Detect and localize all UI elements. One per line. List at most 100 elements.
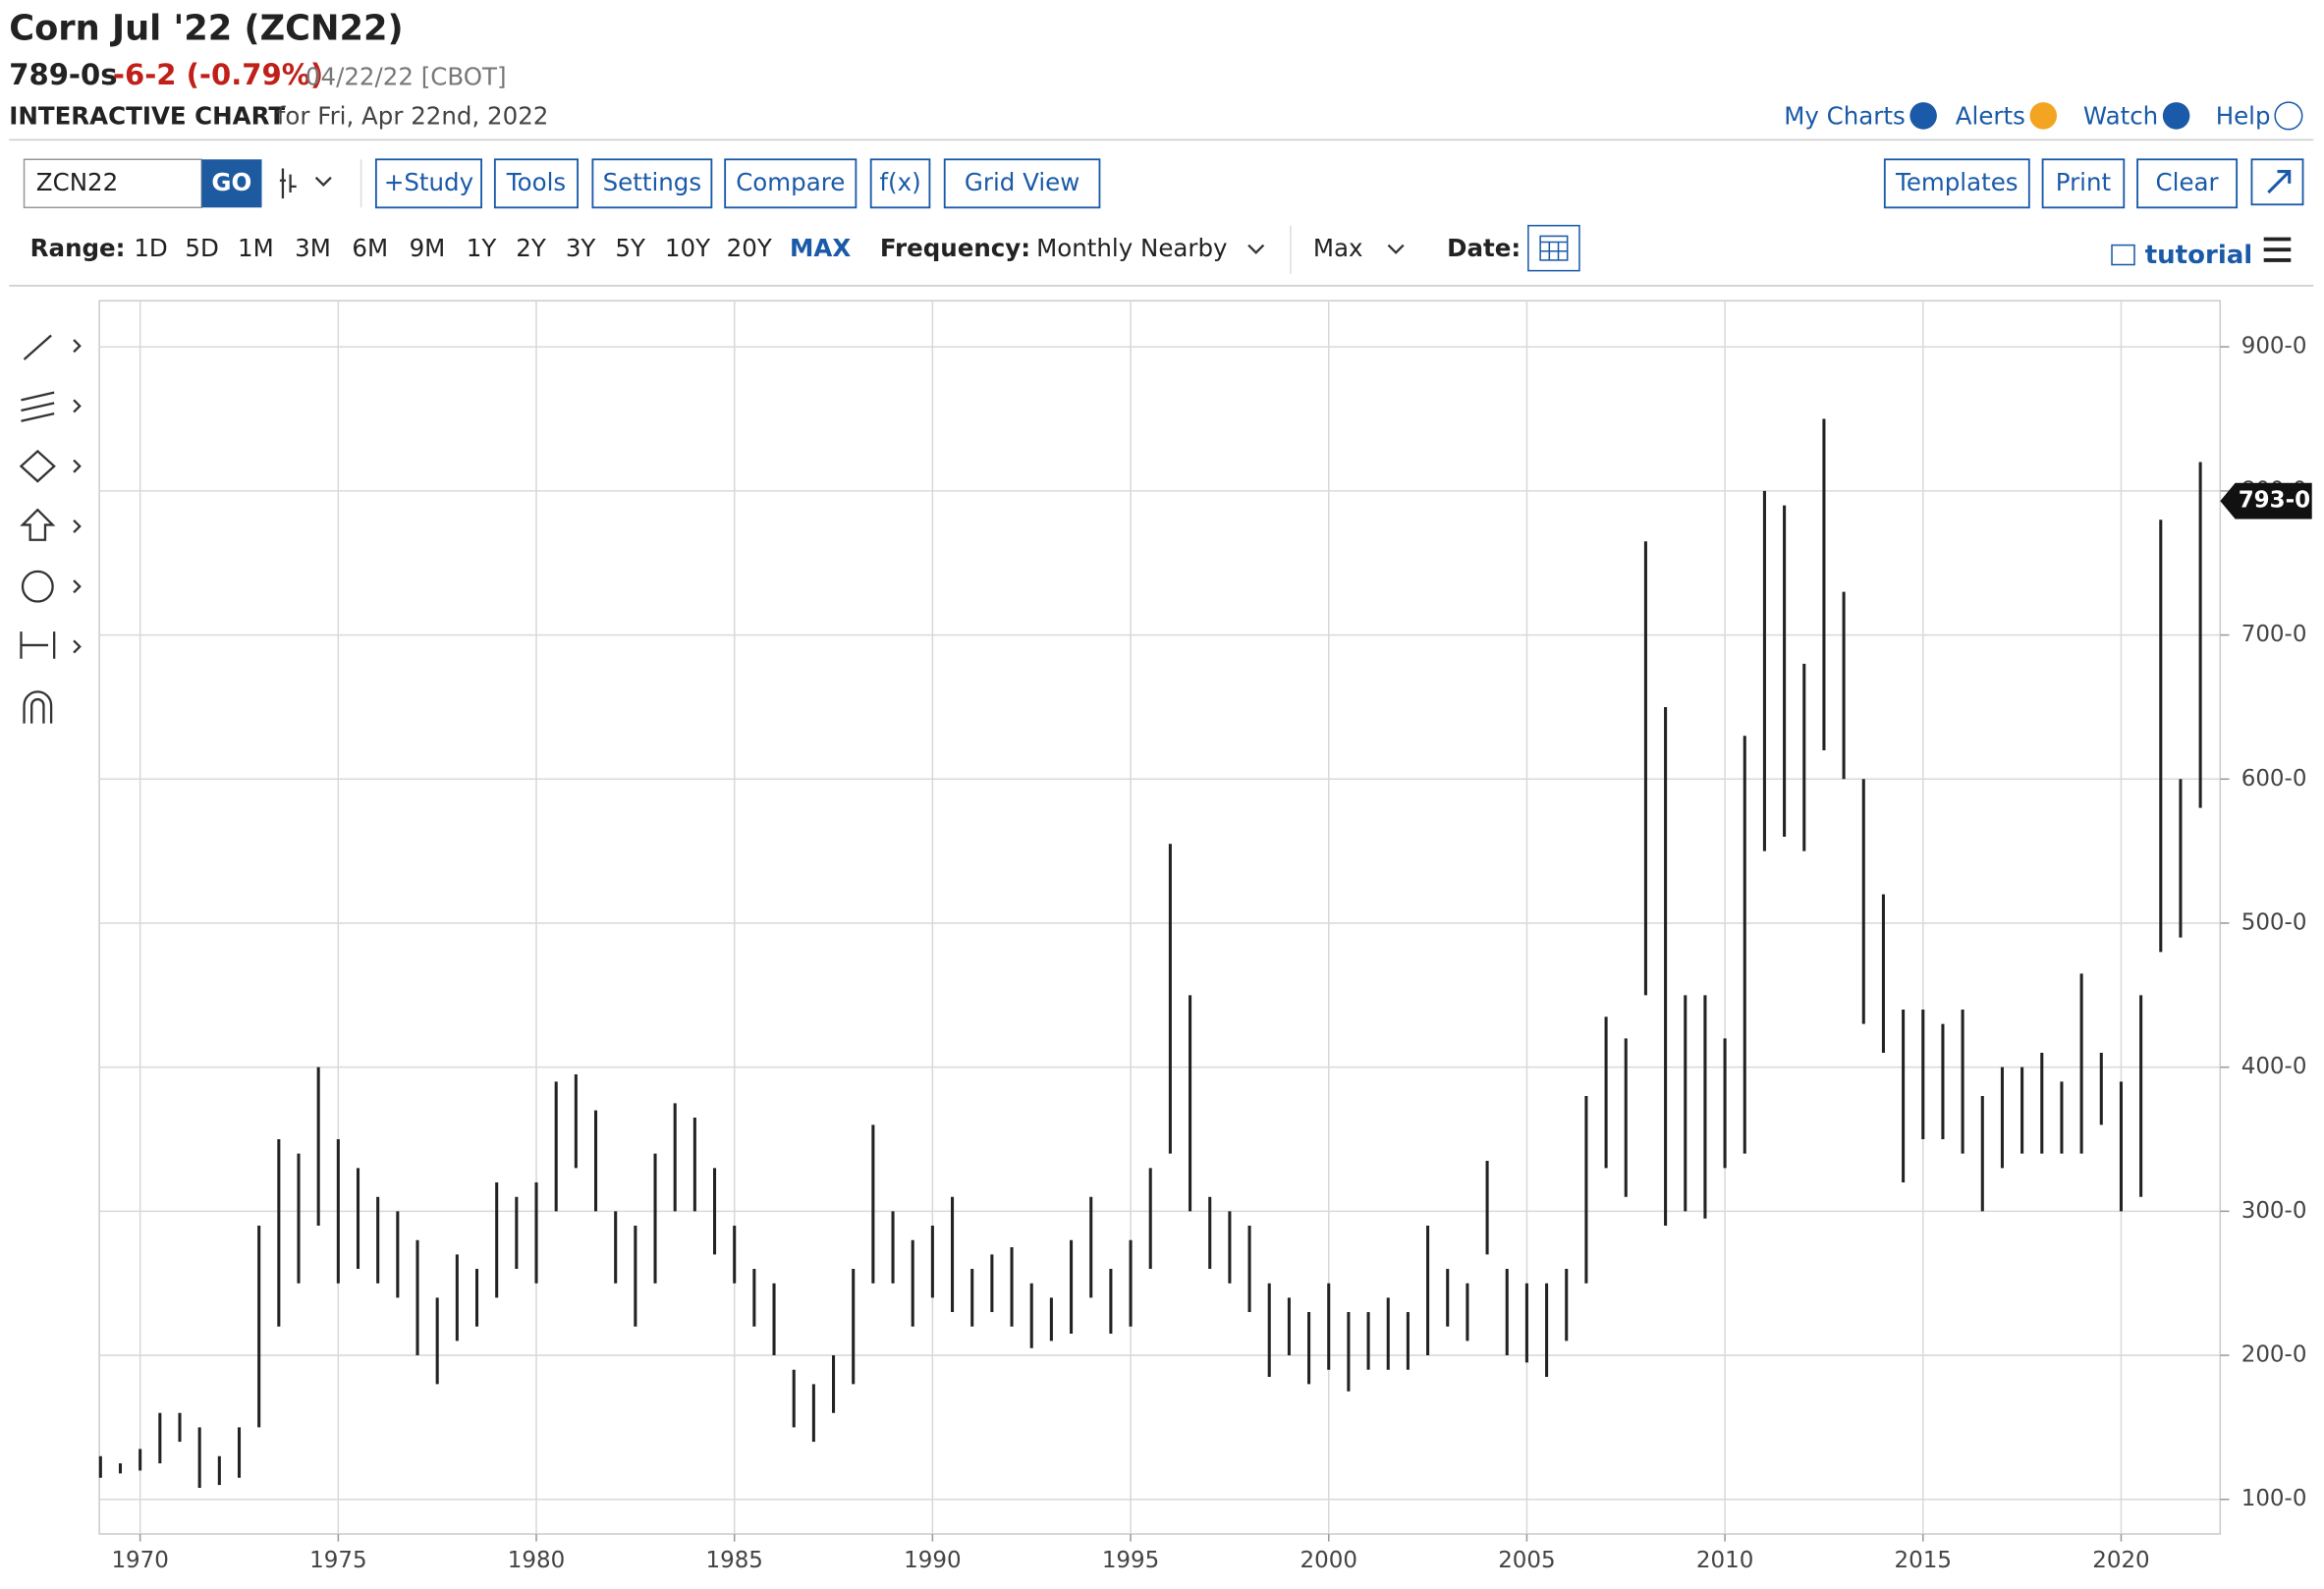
button-frame[interactable] (724, 158, 858, 209)
y-tick-label: 400-0 (2241, 1054, 2307, 1079)
button-frame[interactable] (1883, 158, 2030, 209)
toolbar-button[interactable]: Clear (2136, 158, 2239, 209)
x-tick-label: 1990 (904, 1548, 961, 1573)
button-text[interactable]: +Study (384, 168, 473, 196)
tutorial-link[interactable]: tutorial (2145, 241, 2253, 270)
calendar-button[interactable] (1527, 224, 1580, 272)
button-text[interactable]: Settings (603, 168, 702, 196)
header-link[interactable]: Help (2216, 101, 2271, 130)
button-text[interactable]: Print (2056, 168, 2112, 196)
range-option[interactable]: 3M (295, 234, 331, 262)
y-tick-label: 500-0 (2241, 909, 2307, 935)
dropdown-arrow (1247, 244, 1265, 254)
header-link[interactable]: Watch (2083, 101, 2158, 130)
button-frame[interactable] (2136, 158, 2239, 209)
toolbar-button[interactable]: Settings (591, 158, 713, 209)
toolbar-button[interactable]: Templates (1883, 158, 2030, 209)
tutorial-icon (2111, 244, 2135, 266)
range-option[interactable]: MAX (790, 234, 851, 262)
toolbar-button[interactable]: +Study (374, 158, 482, 209)
drawing-tools (19, 334, 82, 724)
toolbar-button[interactable]: Tools (493, 158, 579, 209)
price: 789-0s (9, 58, 117, 91)
plot-area (98, 300, 2222, 1535)
y-tick-label: 700-0 (2241, 622, 2307, 647)
tool-arrow[interactable] (20, 508, 82, 541)
link-icon[interactable] (1909, 102, 1937, 130)
link-icon[interactable] (2274, 101, 2303, 131)
symbol-text[interactable]: ZCN22 (36, 168, 118, 196)
chart-label: INTERACTIVE CHART (9, 101, 285, 130)
go-button[interactable] (201, 159, 262, 208)
range-option[interactable]: 5Y (615, 234, 646, 262)
button-frame[interactable] (2041, 158, 2126, 209)
header-link[interactable]: Alerts (1956, 101, 2025, 130)
change: -6-2 (-0.79%) (113, 58, 323, 91)
button-frame[interactable] (493, 158, 579, 209)
range-option[interactable]: 10Y (665, 234, 711, 262)
date-label: Date: (1447, 234, 1521, 262)
button-text[interactable]: Grid View (965, 168, 1079, 196)
expand-button[interactable] (2250, 158, 2304, 206)
range-option[interactable]: 5D (185, 234, 218, 262)
button-frame[interactable] (591, 158, 713, 209)
tool-measure[interactable] (20, 579, 82, 659)
y-tick-label: 200-0 (2241, 1342, 2307, 1368)
tool-magnet[interactable] (23, 690, 53, 724)
menu-icon[interactable] (2263, 237, 2292, 262)
go-text[interactable]: GO (211, 168, 251, 196)
range-option[interactable]: 3Y (566, 234, 597, 262)
chart-style-icon[interactable] (279, 168, 332, 199)
toolbar-button[interactable]: Print (2041, 158, 2126, 209)
plot: 1970 1975 1980 1985 1990 1995 2000 2005 2010 2015… (98, 301, 2312, 1573)
x-tick-label: 1970 (111, 1548, 168, 1573)
last-price-label: 793-0 (2239, 488, 2310, 514)
tool-line[interactable] (23, 334, 82, 360)
button-frame[interactable] (869, 158, 931, 209)
last-price-tag (2220, 482, 2312, 520)
toolbar-button[interactable]: Grid View (943, 158, 1101, 209)
button-text[interactable]: Tools (506, 168, 566, 196)
range-buttons: 1D 5D 1M 3M 6M 9M 1Y 2Y 3Y 5Y 10Y 20Y MAX (134, 234, 851, 262)
range-option[interactable]: 20Y (727, 234, 773, 262)
toolbar-button[interactable]: Compare (724, 158, 858, 209)
range-option[interactable]: 1Y (467, 234, 498, 262)
range-label: Range: (30, 234, 126, 262)
y-tick-label: 600-0 (2241, 766, 2307, 792)
link-icon[interactable] (2029, 102, 2058, 130)
frequency-label: Frequency: (880, 234, 1030, 262)
x-tick-label: 1975 (309, 1548, 366, 1573)
button-text[interactable]: f(x) (879, 168, 920, 196)
link-icon[interactable] (2162, 102, 2190, 130)
button-text[interactable]: Templates (1895, 168, 2019, 196)
header-links: My Charts Alerts Watch Help (1784, 101, 2303, 131)
header-link[interactable]: My Charts (1784, 101, 1906, 130)
toolbar-buttons: +Study Tools Settings Compare f(x) Grid View T… (374, 158, 2239, 209)
range-option[interactable]: 6M (352, 234, 388, 262)
x-tick-label: 2020 (2092, 1548, 2149, 1573)
range-option[interactable]: 9M (410, 234, 446, 262)
button-frame[interactable] (943, 158, 1101, 209)
range-option[interactable]: 1M (238, 234, 274, 262)
chart-date: for Fri, Apr 22nd, 2022 (277, 101, 549, 130)
range-option[interactable]: 1D (134, 234, 167, 262)
x-tick-label: 1995 (1102, 1548, 1159, 1573)
y-tick-label: 100-0 (2241, 1486, 2307, 1511)
x-tick-label: 1980 (508, 1548, 565, 1573)
x-tick-label: 2015 (1895, 1548, 1952, 1573)
button-frame[interactable] (374, 158, 482, 209)
dropdown-arrow (1387, 244, 1405, 254)
tool-shape[interactable] (19, 449, 82, 483)
x-tick-label: 2005 (1498, 1548, 1555, 1573)
period-select[interactable]: Max (1313, 234, 1363, 262)
tool-fib[interactable] (21, 391, 82, 422)
y-tick-label: 900-0 (2241, 334, 2307, 359)
toolbar-button[interactable]: f(x) (869, 158, 931, 209)
button-text[interactable]: Clear (2156, 168, 2220, 196)
range-option[interactable]: 2Y (516, 234, 547, 262)
x-tick-label: 1985 (705, 1548, 762, 1573)
frequency-select[interactable]: Monthly Nearby (1036, 234, 1227, 262)
tool-text[interactable] (21, 570, 54, 603)
date-exchange: 04/22/22 [CBOT] (305, 63, 507, 91)
button-text[interactable]: Compare (736, 168, 845, 196)
